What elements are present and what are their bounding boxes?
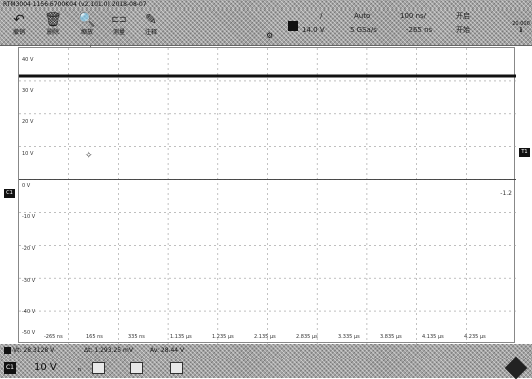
vertical-scale[interactable]: 10 V <box>34 362 57 373</box>
x-tick-label: 3.835 µs <box>380 334 402 340</box>
acq-run[interactable]: 开始 <box>456 26 470 34</box>
y-tick-label: 40 V <box>22 57 34 63</box>
channel-offset-marker[interactable]: C1 <box>4 189 15 198</box>
annotate-label: 注释 <box>144 29 157 36</box>
right-level-label: -1.2 <box>500 190 512 197</box>
amp-readout-group: Vt: 28.3128 V <box>4 344 54 358</box>
corner-value: 20.000 <box>512 21 530 27</box>
zoom-label: 缩放 <box>80 29 93 36</box>
brand-logo-icon <box>504 356 528 379</box>
pen-icon: ✎ <box>145 12 157 28</box>
timebase-position[interactable]: -265 ns <box>406 26 433 34</box>
bottom-channel-bar: C1 10 V n <box>0 356 532 379</box>
x-tick-label: 165 ns <box>86 334 103 340</box>
trigger-level[interactable]: 14.0 V <box>302 26 325 34</box>
x-tick-label: 1.235 µs <box>212 334 234 340</box>
crosshair-cursor-icon: ✧ <box>85 151 93 161</box>
y-tick-label: -50 V <box>22 330 36 336</box>
settings-gear-icon[interactable]: ⚙ <box>266 31 274 40</box>
y-tick-label: -20 V <box>22 246 36 252</box>
channel-button[interactable]: C1 <box>4 362 16 374</box>
waveform-plot[interactable] <box>18 47 516 344</box>
measure-label: 测量 <box>112 29 125 36</box>
zoom-button[interactable]: 🔍 缩放 <box>72 11 102 43</box>
x-tick-label: -265 ns <box>44 334 63 340</box>
waveform-grid <box>19 48 516 344</box>
ruler-icon: ⊏⊐ <box>111 15 127 25</box>
status-corner: 20.000 ℹ <box>510 21 532 47</box>
sample-rate: 5 GSa/s <box>350 26 377 34</box>
info-icon: ℹ <box>519 26 523 34</box>
trigger-source-indicator[interactable] <box>288 21 298 31</box>
trigger-level-marker[interactable]: T1 <box>519 148 530 157</box>
acq-state[interactable]: 开启 <box>456 12 470 20</box>
measure-button[interactable]: ⊏⊐ 测量 <box>104 11 134 43</box>
math-button[interactable] <box>92 362 105 374</box>
annotate-button[interactable]: ✎ 注释 <box>136 11 166 43</box>
coupling-flag: n <box>78 367 82 373</box>
y-tick-label: 0 V <box>22 183 31 189</box>
avg-readout: Av: 28.44 V <box>150 347 185 354</box>
delete-label: 删除 <box>46 29 59 36</box>
y-tick-label: 20 V <box>22 119 34 125</box>
trigger-slope[interactable]: / <box>320 12 323 20</box>
ref-button[interactable] <box>130 362 143 374</box>
y-tick-label: 30 V <box>22 88 34 94</box>
x-tick-label: 3.335 µs <box>338 334 360 340</box>
x-tick-label: 4.235 µs <box>464 334 486 340</box>
x-tick-label: 4.135 µs <box>422 334 444 340</box>
cursor-readout: Δt: 1.293.25 mV <box>84 347 133 354</box>
x-tick-label: 2.835 µs <box>296 334 318 340</box>
y-tick-label: -40 V <box>22 309 36 315</box>
amp-readout: Vt: 28.3128 V <box>13 347 55 354</box>
window-title-bar: RTM3004 1156.6700K04 (v2.101.0) 2018-08-… <box>0 0 532 9</box>
bus-button[interactable] <box>170 362 183 374</box>
y-tick-label: 10 V <box>22 151 34 157</box>
x-tick-label: 2.135 µs <box>254 334 276 340</box>
window-title: RTM3004 1156.6700K04 (v2.101.0) 2018-08-… <box>3 1 147 8</box>
y-tick-label: -30 V <box>22 278 36 284</box>
x-tick-label: 335 ns <box>128 334 145 340</box>
trigger-mode[interactable]: Auto <box>354 12 371 20</box>
undo-icon: ↶ <box>13 12 25 28</box>
zoom-icon: 🔍 <box>78 12 96 28</box>
delete-button[interactable]: 🗑 删除 <box>38 11 68 43</box>
undo-button[interactable]: ↶ 撤销 <box>4 11 34 43</box>
x-tick-label: 1.135 µs <box>170 334 192 340</box>
channel-color-icon <box>4 347 11 354</box>
measurement-status-bar: Vt: 28.3128 V Δt: 1.293.25 mV Av: 28.44 … <box>0 344 532 358</box>
trash-icon: 🗑 <box>44 12 62 28</box>
y-tick-label: -10 V <box>22 214 36 220</box>
timebase-scale[interactable]: 100 ns/ <box>400 12 427 20</box>
toolbar: ↶ 撤销 🗑 删除 🔍 缩放 ⊏⊐ 测量 ✎ 注释 ⚙ / 14.0 V Aut… <box>0 9 532 46</box>
undo-label: 撤销 <box>12 29 25 36</box>
